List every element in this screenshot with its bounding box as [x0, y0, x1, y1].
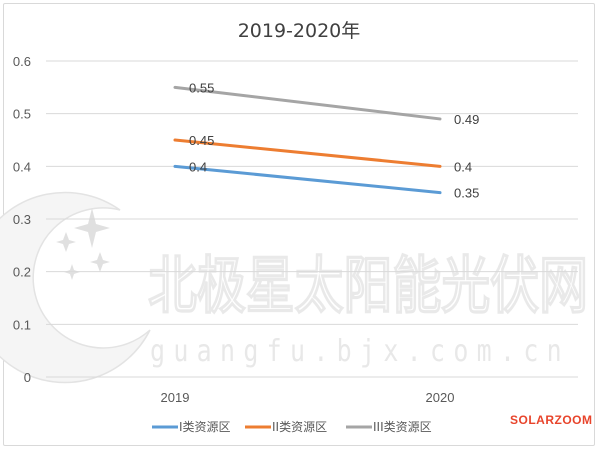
- data-labels: 0.4 0.35 0.45 0.4 0.55 0.49: [189, 80, 479, 200]
- series-line: [173, 138, 442, 168]
- y-tick-label: 0.3: [13, 212, 31, 227]
- chart-title: 2019-2020年: [238, 20, 361, 42]
- watermark-url-text: guangfu.bjx.com.cn: [150, 334, 570, 369]
- y-tick-label: 0.4: [13, 159, 31, 174]
- x-tick-label: 2020: [426, 390, 455, 405]
- y-tick-label: 0: [24, 370, 31, 385]
- series-line: [173, 85, 442, 121]
- data-label: 0.35: [454, 186, 479, 201]
- series-line: [173, 164, 442, 195]
- y-tick-label: 0.2: [13, 265, 31, 280]
- legend-label: III类资源区: [373, 420, 432, 434]
- data-label: 0.45: [189, 133, 214, 148]
- x-tick-label: 2019: [161, 390, 190, 405]
- y-axis-ticks: 0 0.1 0.2 0.3 0.4 0.5 0.6: [13, 54, 31, 385]
- y-tick-label: 0.1: [13, 317, 31, 332]
- y-tick-label: 0.5: [13, 107, 31, 122]
- legend-label: I类资源区: [179, 420, 231, 434]
- x-axis-ticks: 2019 2020: [161, 390, 455, 405]
- data-label: 0.55: [189, 80, 214, 95]
- gridlines: [46, 60, 578, 378]
- brand-tag: SOLARZOOM: [510, 413, 593, 427]
- data-label: 0.4: [189, 159, 207, 174]
- data-label: 0.4: [454, 159, 472, 174]
- data-label: 0.49: [454, 112, 479, 127]
- legend: I类资源区 II类资源区 III类资源区: [152, 420, 432, 434]
- y-tick-label: 0.6: [13, 54, 31, 69]
- legend-label: II类资源区: [272, 420, 327, 434]
- watermark-brand-text: 北极星太阳能光伏网: [148, 249, 588, 322]
- series-lines: [173, 85, 442, 195]
- watermark: 北极星太阳能光伏网 guangfu.bjx.com.cn: [0, 191, 589, 384]
